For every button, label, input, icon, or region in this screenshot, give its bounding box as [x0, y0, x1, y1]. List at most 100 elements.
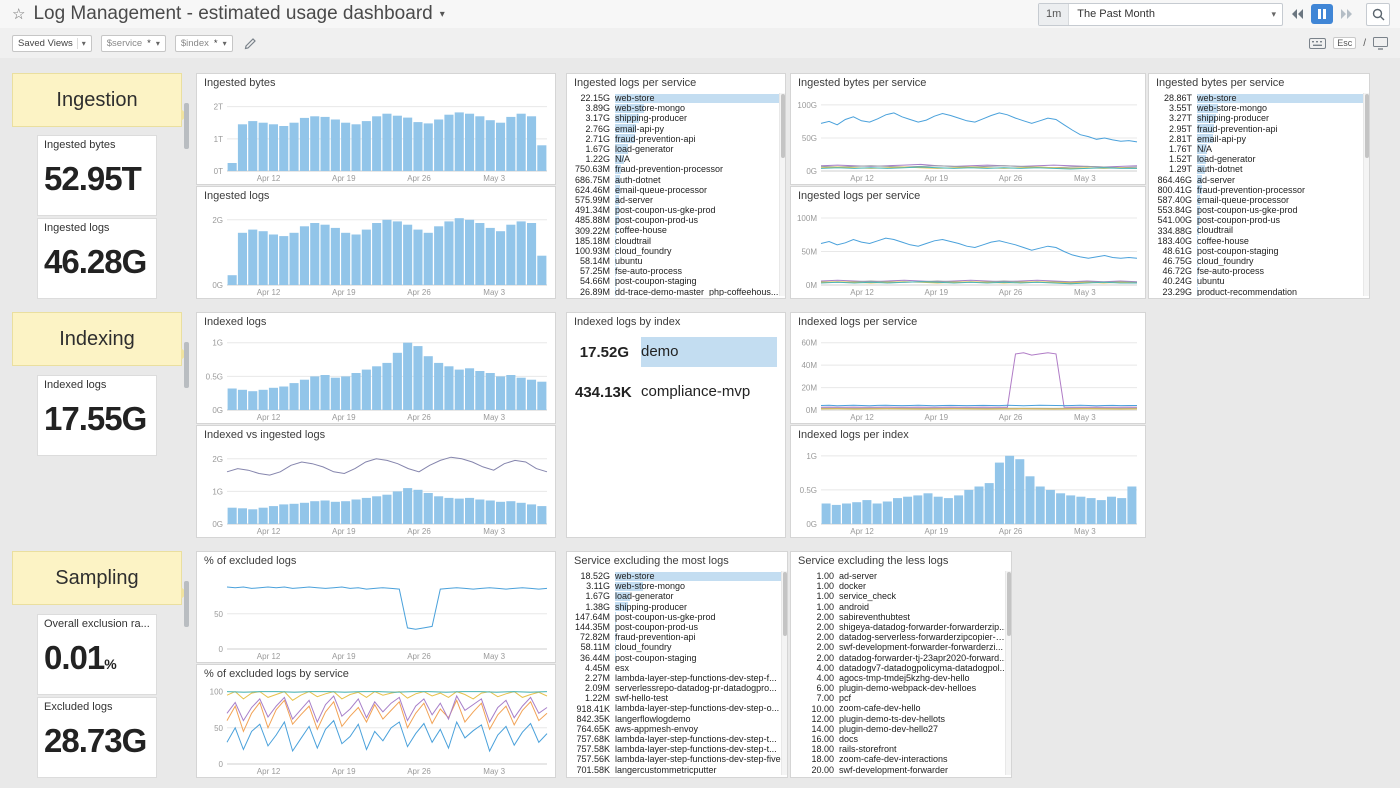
- scrollbar[interactable]: [1363, 93, 1369, 296]
- toplist-row[interactable]: 58.14M ubuntu: [567, 256, 785, 266]
- toplist-row[interactable]: 2.81T email-api-py: [1149, 134, 1369, 144]
- toplist-row[interactable]: 144.35M post-coupon-prod-us: [567, 622, 787, 632]
- toplist-row[interactable]: 334.88G cloudtrail: [1149, 225, 1369, 235]
- toplist-row[interactable]: 1.52T load-generator: [1149, 154, 1369, 164]
- chevron-down-icon[interactable]: ▾: [439, 8, 445, 20]
- toplist-row[interactable]: 764.65K aws-appmesh-envoy: [567, 724, 787, 734]
- toplist-row[interactable]: 757.58K lambda-layer-step-functions-dev-s…: [567, 744, 787, 754]
- toplist-row[interactable]: 800.41G fraud-prevention-processor: [1149, 185, 1369, 195]
- toplist-row[interactable]: 1.22M swf-hello-test: [567, 693, 787, 703]
- toplist-row[interactable]: 4.00 datadogv7-datadogpolicyma-datadogpol…: [791, 663, 1011, 673]
- toplist-excluding-most[interactable]: 18.52G web-store 3.11G web-store-mongo 1.67G…: [567, 571, 787, 775]
- rewind-button[interactable]: [1286, 4, 1308, 24]
- toplist-row[interactable]: 701.58K langercustommetricputter: [567, 765, 787, 775]
- template-var-index[interactable]: $index * ▾: [174, 34, 233, 52]
- toplist-row[interactable]: 46.75G cloud_foundry: [1149, 256, 1369, 266]
- metric-indexed-logs[interactable]: Indexed logs 17.55G: [37, 375, 157, 456]
- scrollbar[interactable]: [781, 571, 787, 775]
- template-var-service[interactable]: $service * ▾: [100, 34, 166, 52]
- toplist-row[interactable]: 2.95T fraud-prevention-api: [1149, 124, 1369, 134]
- toplist-row[interactable]: 1.29T auth-dotnet: [1149, 164, 1369, 174]
- toplist-row[interactable]: 36.44M post-coupon-staging: [567, 653, 787, 663]
- note-scrollbar[interactable]: [184, 581, 189, 627]
- toplist-row[interactable]: 40.24G ubuntu: [1149, 276, 1369, 286]
- toplist-row[interactable]: 842.35K langerflowlogdemo: [567, 714, 787, 724]
- note-ingestion[interactable]: Ingestion: [12, 73, 188, 127]
- toplist-row[interactable]: 2.27M lambda-layer-step-functions-dev-ste…: [567, 673, 787, 683]
- metric-excluded-logs[interactable]: Excluded logs 28.73G: [37, 697, 157, 778]
- chart-ingested-bytes[interactable]: 0T 1T 2T Apr 12 Apr 19 Apr 26 May 3: [197, 92, 555, 184]
- toplist-row[interactable]: 757.68K lambda-layer-step-functions-dev-s…: [567, 734, 787, 744]
- note-scrollbar[interactable]: [184, 342, 189, 388]
- toplist-row[interactable]: 2.09M serverlessrepo-datadog-pr-datadogpr…: [567, 683, 787, 693]
- star-icon[interactable]: ☆: [12, 6, 26, 23]
- chart-ingested-bytes-per-service[interactable]: 0G 50G 100G Apr 12 Apr 19 Apr 26 May 3: [791, 92, 1145, 184]
- toplist-row[interactable]: 2.00 sabireventhubtest: [791, 612, 1011, 622]
- toplist-row[interactable]: 750.63M fraud-prevention-processor: [567, 164, 785, 174]
- toplist-row[interactable]: 1.00 ad-server: [791, 571, 1011, 581]
- toplist-row[interactable]: 686.75M auth-dotnet: [567, 175, 785, 185]
- toplist-row[interactable]: 2.00 swf-development-forwarder-forwarderz…: [791, 642, 1011, 652]
- toplist-indexed-logs-by-index[interactable]: 17.52G demo 434.13K compliance-mvp: [567, 332, 785, 535]
- toplist-row[interactable]: 1.38G shipping-producer: [567, 602, 787, 612]
- toplist-row[interactable]: 183.40G coffee-house: [1149, 236, 1369, 246]
- toplist-row[interactable]: 1.00 docker: [791, 581, 1011, 591]
- toplist-excluding-less[interactable]: 1.00 ad-server 1.00 docker 1.00 service_check…: [791, 571, 1011, 775]
- toplist-row[interactable]: 28.86T web-store: [1149, 93, 1369, 103]
- chart-indexed-vs-ingested[interactable]: 0G 1G 2G Apr 12 Apr 19 Apr 26 May 3: [197, 444, 555, 537]
- chart-ingested-logs-per-service[interactable]: 0M 50M 100M Apr 12 Apr 19 Apr 26 May 3: [791, 205, 1145, 298]
- toplist-row[interactable]: 1.76T N/A: [1149, 144, 1369, 154]
- toplist-row[interactable]: 434.13K compliance-mvp: [567, 372, 785, 412]
- toplist-row[interactable]: 57.25M fse-auto-process: [567, 266, 785, 276]
- toplist-row[interactable]: 624.46M email-queue-processor: [567, 185, 785, 195]
- toplist-row[interactable]: 18.00 rails-storefront: [791, 744, 1011, 754]
- metric-ingested-logs[interactable]: Ingested logs 46.28G: [37, 218, 157, 299]
- toplist-row[interactable]: 864.46G ad-server: [1149, 175, 1369, 185]
- toplist-row[interactable]: 553.84G post-coupon-us-gke-prod: [1149, 205, 1369, 215]
- toplist-row[interactable]: 1.67G load-generator: [567, 144, 785, 154]
- toplist-row[interactable]: 3.55T web-store-mongo: [1149, 103, 1369, 113]
- toplist-row[interactable]: 18.52G web-store: [567, 571, 787, 581]
- scrollbar-thumb[interactable]: [781, 94, 785, 158]
- toplist-row[interactable]: 16.00 docs: [791, 734, 1011, 744]
- chart-pct-excluded-by-service[interactable]: 0 50 100 Apr 12 Apr 19 Apr 26 May 3: [197, 683, 555, 777]
- toplist-ingested-logs-per-service[interactable]: 22.15G web-store 3.89G web-store-mongo 3.17G…: [567, 93, 785, 296]
- toplist-row[interactable]: 17.52G demo: [567, 332, 785, 372]
- toplist-row[interactable]: 541.00G post-coupon-prod-us: [1149, 215, 1369, 225]
- toplist-row[interactable]: 1.22G N/A: [567, 154, 785, 164]
- fullscreen-monitor-icon[interactable]: [1373, 36, 1388, 50]
- toplist-row[interactable]: 485.88M post-coupon-prod-us: [567, 215, 785, 225]
- toplist-row[interactable]: 491.34M post-coupon-us-gke-prod: [567, 205, 785, 215]
- toplist-row[interactable]: 26.89M dd-trace-demo-master_php-coffeehou…: [567, 287, 785, 296]
- toplist-row[interactable]: 185.18M cloudtrail: [567, 236, 785, 246]
- toplist-row[interactable]: 2.76G email-api-py: [567, 124, 785, 134]
- toplist-row[interactable]: 20.00 swf-development-forwarder: [791, 765, 1011, 775]
- toplist-row[interactable]: 2.00 datadog-serverless-forwarderzipcopie…: [791, 632, 1011, 642]
- note-indexing[interactable]: Indexing: [12, 312, 188, 366]
- time-range-select[interactable]: 1m The Past Month ▾: [1038, 2, 1283, 26]
- toplist-row[interactable]: 18.00 zoom-cafe-dev-interactions: [791, 754, 1011, 764]
- toplist-row[interactable]: 100.93M cloud_foundry: [567, 246, 785, 256]
- toplist-row[interactable]: 4.00 agocs-tmp-tmdej5kzhg-dev-hello: [791, 673, 1011, 683]
- toplist-row[interactable]: 3.17G shipping-producer: [567, 113, 785, 123]
- toplist-row[interactable]: 4.45M esx: [567, 663, 787, 673]
- toplist-row[interactable]: 2.71G fraud-prevention-api: [567, 134, 785, 144]
- toplist-row[interactable]: 22.15G web-store: [567, 93, 785, 103]
- toplist-row[interactable]: 14.00 plugin-demo-dev-hello27: [791, 724, 1011, 734]
- scrollbar[interactable]: [779, 93, 785, 296]
- saved-views-select[interactable]: Saved Views ▾: [12, 34, 92, 52]
- scrollbar-thumb[interactable]: [1007, 572, 1011, 636]
- toplist-row[interactable]: 58.11M cloud_foundry: [567, 642, 787, 652]
- forward-button[interactable]: [1336, 4, 1358, 24]
- pause-button[interactable]: [1311, 4, 1333, 24]
- toplist-row[interactable]: 918.41K lambda-layer-step-functions-dev-s…: [567, 703, 787, 713]
- toplist-row[interactable]: 309.22M coffee-house: [567, 225, 785, 235]
- metric-overall-exclusion-rate[interactable]: Overall exclusion ra... 0.01%: [37, 614, 157, 695]
- scrollbar-thumb[interactable]: [1365, 94, 1369, 158]
- chart-indexed-logs-per-index[interactable]: 0G 0.5G 1G Apr 12 Apr 19 Apr 26 May 3: [791, 444, 1145, 537]
- toplist-ingested-bytes-per-service[interactable]: 28.86T web-store 3.55T web-store-mongo 3.27T…: [1149, 93, 1369, 296]
- toplist-row[interactable]: 72.82M fraud-prevention-api: [567, 632, 787, 642]
- toplist-row[interactable]: 1.00 android: [791, 602, 1011, 612]
- toplist-row[interactable]: 1.00 service_check: [791, 591, 1011, 601]
- scrollbar[interactable]: [1005, 571, 1011, 775]
